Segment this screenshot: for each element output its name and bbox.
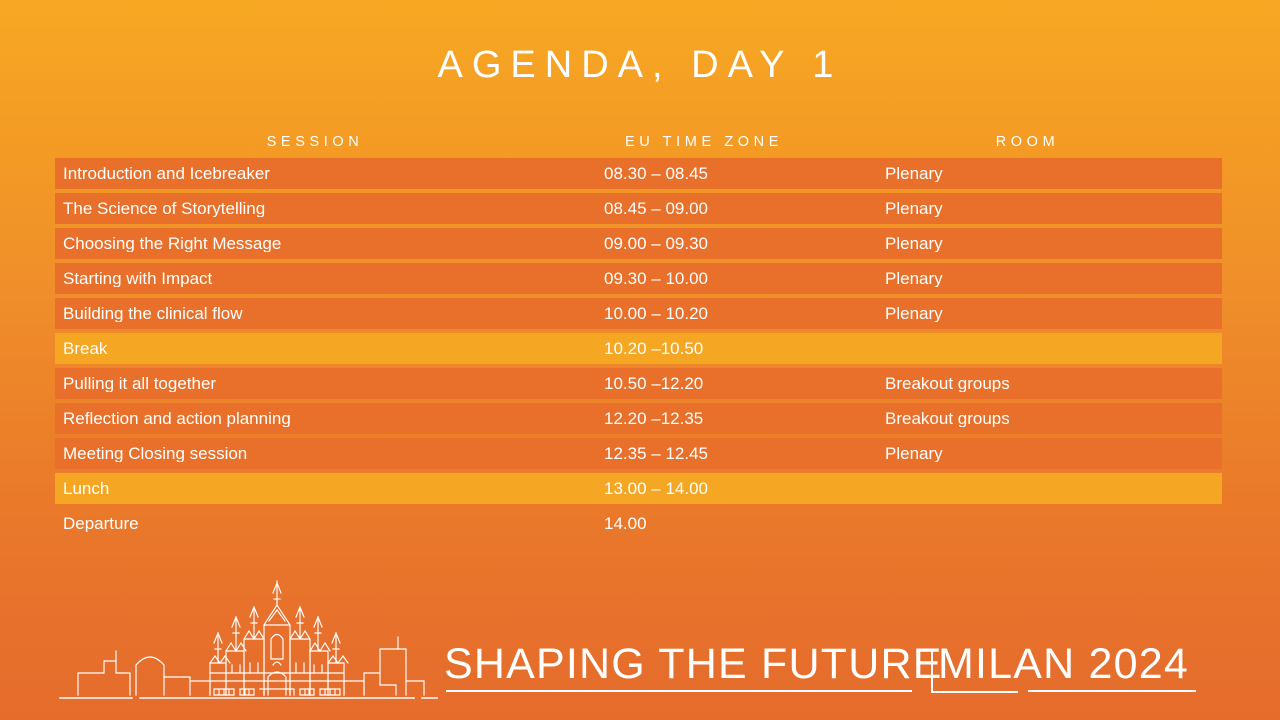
event-wordmark: SHAPING THE FUTURE MILAN 2024 (444, 636, 1204, 698)
agenda-table: SESSION EU TIME ZONE ROOM Introduction a… (55, 126, 1222, 543)
table-row: Meeting Closing session 12.35 – 12.45 Plen… (55, 438, 1222, 469)
cell-time: 10.50 –12.20 (604, 375, 704, 392)
table-header-row: SESSION EU TIME ZONE ROOM (55, 126, 1222, 158)
cell-time: 10.00 – 10.20 (604, 305, 708, 322)
location-year-text: MILAN 2024 (938, 640, 1189, 688)
table-row: Starting with Impact 09.30 – 10.00 Plenary (55, 263, 1222, 294)
cell-session: Meeting Closing session (63, 445, 248, 462)
slide-footer: SHAPING THE FUTURE MILAN 2024 (0, 560, 1280, 720)
cell-session: The Science of Storytelling (63, 200, 266, 217)
cell-room: Plenary (885, 445, 943, 462)
cell-session: Reflection and action planning (63, 410, 291, 427)
cell-time: 13.00 – 14.00 (604, 480, 708, 497)
cell-room: Plenary (885, 270, 943, 287)
table-row: Building the clinical flow 10.00 – 10.20 P… (55, 298, 1222, 329)
cell-session: Introduction and Icebreaker (63, 165, 270, 182)
cell-session: Break (63, 340, 108, 357)
table-row: Pulling it all together 10.50 –12.20 Break… (55, 368, 1222, 399)
cell-room: Plenary (885, 165, 943, 182)
cell-time: 08.30 – 08.45 (604, 165, 708, 182)
cell-room: Plenary (885, 200, 943, 217)
cell-session: Building the clinical flow (63, 305, 243, 322)
cell-room: Breakout groups (885, 410, 1010, 427)
tagline-text: SHAPING THE FUTURE (444, 640, 943, 688)
column-header-session: SESSION (266, 134, 364, 150)
table-row: Reflection and action planning 12.20 –12.… (55, 403, 1222, 434)
cell-time: 10.20 –10.50 (604, 340, 704, 357)
table-row: Departure 14.00 (55, 508, 1222, 539)
milan-duomo-skyline-icon (58, 577, 439, 702)
cell-time: 08.45 – 09.00 (604, 200, 708, 217)
cell-session: Lunch (63, 480, 110, 497)
cell-room: Plenary (885, 305, 943, 322)
table-row: Lunch 13.00 – 14.00 (55, 473, 1222, 504)
column-header-room: ROOM (995, 134, 1060, 150)
cell-time: 12.20 –12.35 (604, 410, 704, 427)
column-header-time: EU TIME ZONE (624, 134, 784, 150)
cell-session: Starting with Impact (63, 270, 213, 287)
cell-time: 14.00 (604, 515, 647, 532)
page-title: AGENDA, DAY 1 (437, 44, 843, 86)
table-row: Break 10.20 –10.50 (55, 333, 1222, 364)
table-body: Introduction and Icebreaker 08.30 – 08.45… (55, 158, 1222, 539)
cell-time: 12.35 – 12.45 (604, 445, 708, 462)
cell-time: 09.00 – 09.30 (604, 235, 708, 252)
table-row: Choosing the Right Message 09.00 – 09.30 P… (55, 228, 1222, 259)
cell-session: Pulling it all together (63, 375, 217, 392)
table-row: The Science of Storytelling 08.45 – 09.00… (55, 193, 1222, 224)
cell-room: Plenary (885, 235, 943, 252)
cell-room: Breakout groups (885, 375, 1010, 392)
table-row: Introduction and Icebreaker 08.30 – 08.45… (55, 158, 1222, 189)
cell-session: Choosing the Right Message (63, 235, 282, 252)
cell-session: Departure (63, 515, 139, 532)
cell-time: 09.30 – 10.00 (604, 270, 708, 287)
